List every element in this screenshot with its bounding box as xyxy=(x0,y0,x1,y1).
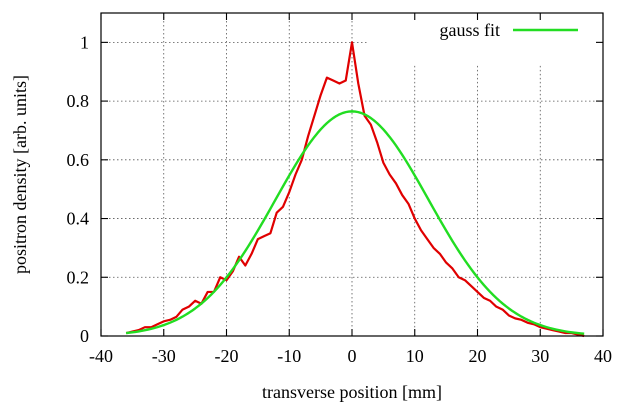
x-tick-label: 10 xyxy=(406,346,424,366)
x-tick-label: -10 xyxy=(277,346,301,366)
plot-area xyxy=(125,41,585,338)
y-tick-label: 0.8 xyxy=(67,91,90,111)
x-tick-label: 0 xyxy=(348,346,357,366)
series-line-gauss-fit xyxy=(125,110,585,335)
y-tick-label: 1 xyxy=(80,32,89,52)
x-tick-label: 20 xyxy=(469,346,487,366)
x-tick-label: 40 xyxy=(594,346,612,366)
legend-label-gauss-fit: gauss fit xyxy=(440,20,501,40)
x-tick-label: -20 xyxy=(215,346,239,366)
y-axis-label: positron density [arb. units] xyxy=(10,75,30,274)
y-tick-label: 0.6 xyxy=(67,150,90,170)
y-tick-label: 0.4 xyxy=(67,209,90,229)
y-tick-label: 0.2 xyxy=(67,267,90,287)
axes: -40 -30 -20 -10 0 10 20 30 40 0 0.2 0.4 0.6 0.8 1 xyxy=(67,12,612,366)
x-tick-label: -40 xyxy=(89,346,113,366)
x-tick-label: -30 xyxy=(152,346,176,366)
grid xyxy=(101,13,603,336)
x-axis-label: transverse position [mm] xyxy=(262,382,442,402)
series-line-measured xyxy=(125,41,585,338)
y-tick-label: 0 xyxy=(80,326,89,346)
legend: gauss fit xyxy=(440,20,578,40)
x-tick-label: 30 xyxy=(531,346,549,366)
